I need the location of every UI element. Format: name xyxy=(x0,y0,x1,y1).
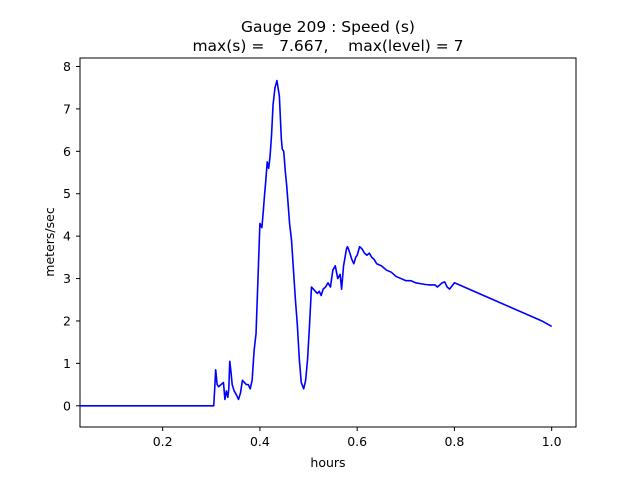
x-axis-label: hours xyxy=(310,455,345,470)
y-axis-label: meters/sec xyxy=(42,207,57,277)
speed-series-line xyxy=(80,79,553,407)
x-tick-label: 0.8 xyxy=(444,434,464,449)
axes-frame xyxy=(79,57,577,428)
plot-area: 0.2 0.4 0.6 0.8 1.0 0 1 2 3 4 5 6 7 8 xyxy=(63,57,577,449)
y-tick-label: 1 xyxy=(63,356,71,371)
x-tick-label: 1.0 xyxy=(542,434,562,449)
y-tick-label: 3 xyxy=(63,271,71,286)
x-tick-label: 0.2 xyxy=(153,434,173,449)
x-tick-label: 0.6 xyxy=(347,434,367,449)
chart-subtitle: max(s) = 7.667, max(level) = 7 xyxy=(192,37,463,55)
y-tick-label: 7 xyxy=(63,101,71,116)
y-axis-ticks: 0 1 2 3 4 5 6 7 8 xyxy=(63,59,80,413)
y-tick-label: 2 xyxy=(63,313,71,328)
chart-title: Gauge 209 : Speed (s) xyxy=(241,18,415,36)
series-layer xyxy=(80,79,553,407)
y-tick-label: 5 xyxy=(63,186,71,201)
y-tick-label: 8 xyxy=(63,59,71,74)
y-tick-label: 4 xyxy=(63,229,71,244)
y-tick-label: 0 xyxy=(63,398,71,413)
x-tick-label: 0.4 xyxy=(250,434,270,449)
x-axis-ticks: 0.2 0.4 0.6 0.8 1.0 xyxy=(153,427,562,449)
y-tick-label: 6 xyxy=(63,144,71,159)
